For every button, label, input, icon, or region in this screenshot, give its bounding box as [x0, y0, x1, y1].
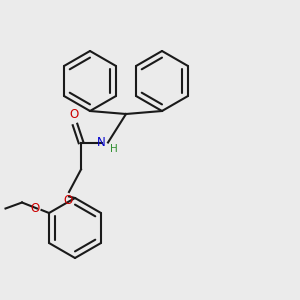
Text: O: O: [69, 109, 78, 122]
Text: O: O: [31, 202, 40, 215]
Text: O: O: [64, 194, 73, 206]
Text: N: N: [97, 136, 106, 149]
Text: H: H: [110, 144, 117, 154]
